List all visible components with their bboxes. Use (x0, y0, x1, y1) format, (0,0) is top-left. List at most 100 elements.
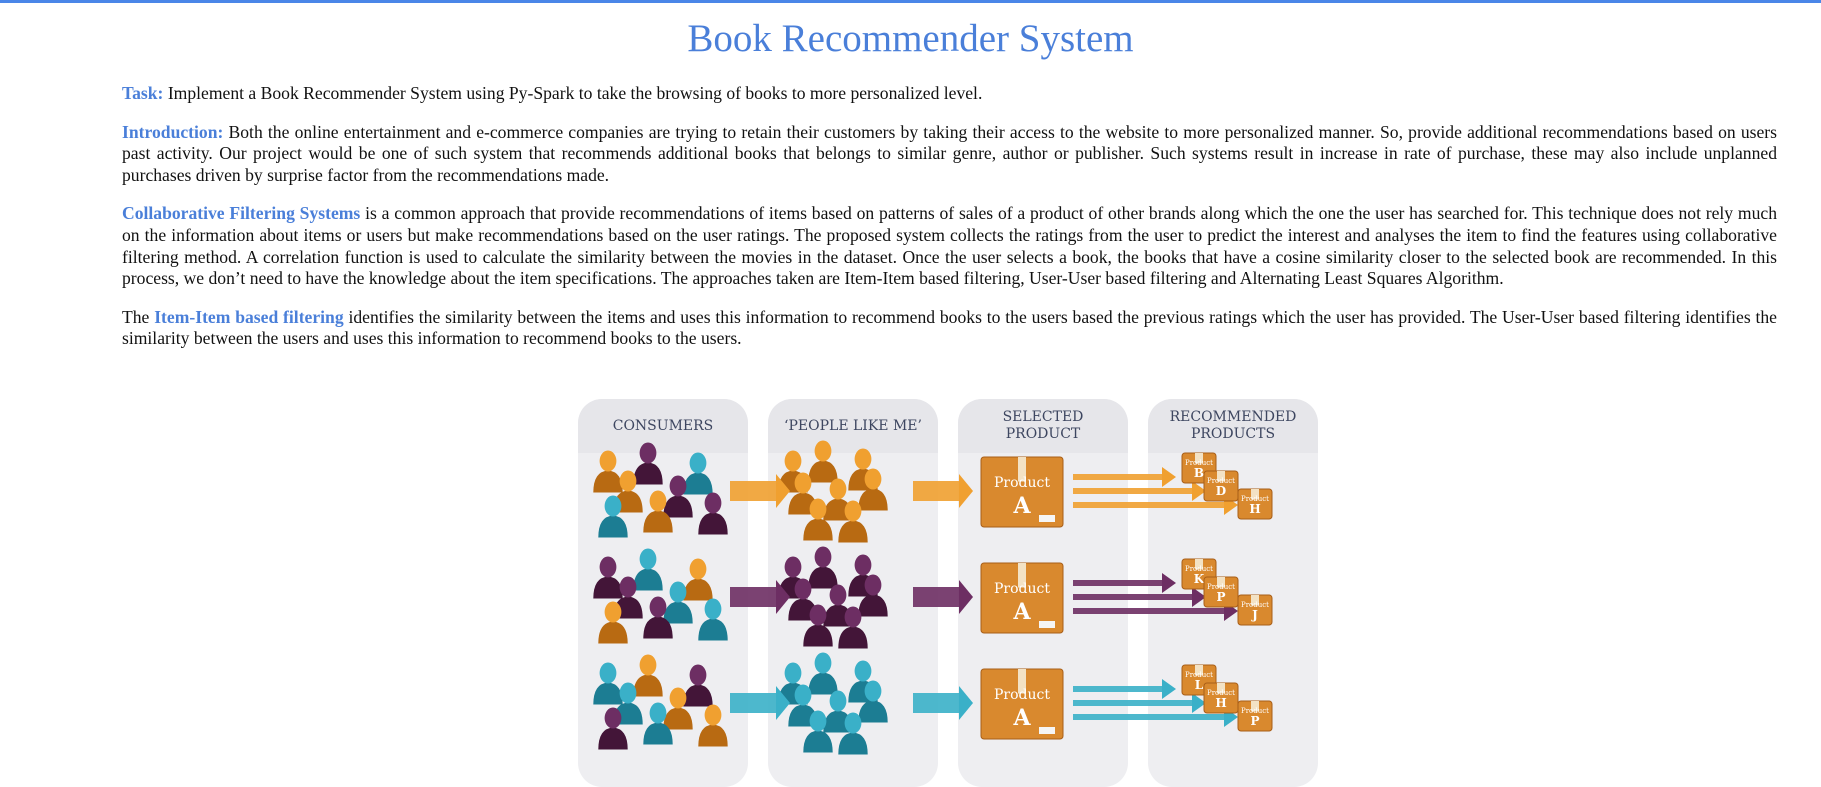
barcode (1039, 515, 1055, 522)
product-box-letter: K (1194, 572, 1205, 586)
person-icon (643, 490, 673, 533)
person-icon (663, 581, 693, 624)
peers-to-product-arrow-head (959, 580, 973, 614)
item-item-text: identifies the similarity between the it… (122, 306, 1777, 349)
recommend-arrow-head (1192, 587, 1206, 607)
diagram-graphics: ProductAProductBProductDProductHProductA… (593, 440, 1273, 755)
product-box-label: Product (1185, 459, 1213, 467)
collaborative-text: is a common approach that provide recomm… (122, 203, 1777, 289)
recommend-arrow (1073, 474, 1164, 480)
product-box-label: Product (1241, 495, 1269, 503)
person-icon (858, 680, 888, 723)
barcode (1039, 727, 1055, 734)
consumers-to-peers-arrow-head (776, 580, 790, 614)
product-box-label: Product (994, 687, 1050, 703)
recommend-arrow-head (1192, 693, 1206, 713)
product-box-letter: P (1250, 714, 1259, 728)
product-box-letter: A (1012, 705, 1031, 731)
person-icon (633, 654, 663, 697)
product-box-label: Product (1207, 477, 1235, 485)
box-tape (1217, 683, 1225, 694)
person-icon (803, 498, 833, 541)
person-icon (803, 710, 833, 753)
person-icon (698, 704, 728, 747)
person-icon (593, 556, 623, 599)
product-box-label: Product (994, 475, 1050, 491)
person-icon (838, 500, 868, 543)
person-icon (808, 440, 838, 483)
product-box-letter: A (1012, 599, 1031, 625)
product-box-label: Product (1185, 671, 1213, 679)
task-label: Task: (122, 83, 164, 103)
person-icon (643, 596, 673, 639)
person-icon (683, 452, 713, 495)
task-text: Implement a Book Recommender System usin… (163, 83, 983, 103)
introduction-paragraph: Introduction: Both the online entertainm… (122, 122, 1777, 187)
recommend-arrow-head (1162, 467, 1176, 487)
box-tape (1217, 577, 1225, 588)
recommend-arrow (1073, 686, 1164, 692)
box-tape (1195, 453, 1203, 464)
recommend-arrow-head (1162, 679, 1176, 699)
person-icon (803, 604, 833, 647)
product-box-letter: J (1251, 608, 1258, 622)
recommend-arrow (1073, 580, 1164, 586)
person-icon (598, 495, 628, 538)
box-tape (1018, 669, 1026, 694)
person-icon (643, 702, 673, 745)
person-icon (593, 662, 623, 705)
person-icon (683, 558, 713, 601)
product-box-letter: A (1012, 493, 1031, 519)
consumers-header: CONSUMERS (578, 399, 748, 453)
item-item-prefix: The (122, 306, 155, 327)
consumers-to-peers-arrow-head (776, 474, 790, 508)
consumers-to-peers-arrow-head (776, 686, 790, 720)
selected-product-header: SELECTED PRODUCT (958, 399, 1128, 453)
person-icon (663, 687, 693, 730)
person-icon (698, 598, 728, 641)
box-tape (1251, 489, 1259, 500)
recommend-arrow (1073, 488, 1194, 494)
box-tape (1251, 701, 1259, 712)
person-icon (858, 574, 888, 617)
content: Task: Implement a Book Recommender Syste… (122, 83, 1777, 367)
person-icon (808, 546, 838, 589)
product-box-letter: B (1194, 466, 1204, 480)
peers-to-product-arrow-head (959, 474, 973, 508)
person-icon (633, 442, 663, 485)
recommend-arrow-head (1162, 573, 1176, 593)
consumers-to-peers-arrow (730, 693, 778, 713)
box-tape (1018, 457, 1026, 482)
person-icon (838, 712, 868, 755)
peers-to-product-arrow (913, 587, 961, 607)
box-tape (1195, 559, 1203, 570)
peers-to-product-arrow (913, 693, 961, 713)
person-icon (593, 450, 623, 493)
collaborative-label: Collaborative Filtering Systems (122, 203, 361, 224)
person-icon (598, 707, 628, 750)
product-box-label: Product (1207, 583, 1235, 591)
introduction-text: Both the online entertainment and e-comm… (122, 121, 1777, 185)
product-box-letter: H (1215, 696, 1226, 710)
peers-to-product-arrow (913, 481, 961, 501)
collaborative-paragraph: Collaborative Filtering Systems is a com… (122, 203, 1777, 289)
recommend-arrow (1073, 700, 1194, 706)
item-item-paragraph: The Item-Item based filtering identifies… (122, 307, 1777, 350)
box-tape (1195, 665, 1203, 676)
product-box-label: Product (1207, 689, 1235, 697)
collaborative-filtering-diagram: CONSUMERS ‘PEOPLE LIKE ME’ SELECTED PROD… (578, 399, 1319, 787)
peers-to-product-arrow-head (959, 686, 973, 720)
box-tape (1251, 595, 1259, 606)
product-box-letter: L (1195, 678, 1204, 692)
person-icon (633, 548, 663, 591)
people-like-me-header: ‘PEOPLE LIKE ME’ (768, 399, 938, 453)
product-box-label: Product (1241, 707, 1269, 715)
person-icon (698, 492, 728, 535)
person-icon (808, 652, 838, 695)
box-tape (1018, 563, 1026, 588)
consumers-to-peers-arrow (730, 481, 778, 501)
product-box-letter: D (1216, 484, 1226, 498)
product-box-label: Product (1241, 601, 1269, 609)
person-icon (683, 664, 713, 707)
recommend-arrow (1073, 594, 1194, 600)
